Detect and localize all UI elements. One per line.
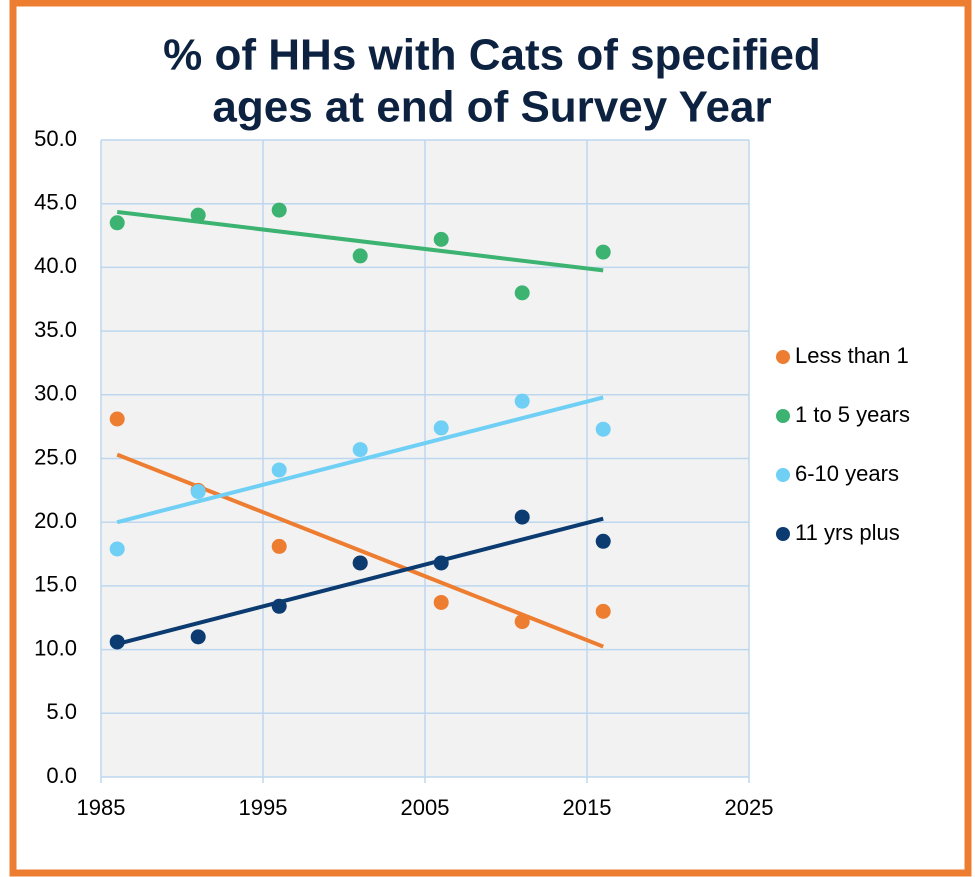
data-point xyxy=(595,533,611,549)
y-tick-label: 35.0 xyxy=(34,317,77,342)
data-point xyxy=(190,207,206,223)
data-point xyxy=(109,411,125,427)
y-tick-label: 50.0 xyxy=(34,126,77,151)
y-tick-label: 30.0 xyxy=(34,381,77,406)
legend-marker xyxy=(776,350,790,364)
y-tick-label: 40.0 xyxy=(34,253,77,278)
data-point xyxy=(433,231,449,247)
frame xyxy=(9,0,972,877)
legend-label: 11 yrs plus xyxy=(795,520,900,545)
data-point xyxy=(595,421,611,437)
legend-marker xyxy=(776,409,790,423)
data-point xyxy=(109,634,125,650)
legend-marker xyxy=(776,527,790,541)
trend-line xyxy=(116,516,604,646)
legend-label: Less than 1 xyxy=(795,343,909,368)
y-tick-label: 10.0 xyxy=(34,635,77,660)
data-point xyxy=(514,614,530,630)
x-tick-label: 1985 xyxy=(77,795,126,820)
chart-title: ages at end of Survey Year xyxy=(212,83,771,132)
data-point xyxy=(433,420,449,436)
trend-line xyxy=(116,395,604,525)
y-tick-label: 20.0 xyxy=(34,508,77,533)
data-point xyxy=(271,538,287,554)
legend-marker xyxy=(776,468,790,482)
data-point xyxy=(271,462,287,478)
x-tick-label: 1995 xyxy=(239,795,288,820)
data-point xyxy=(190,629,206,645)
y-tick-label: 5.0 xyxy=(46,699,77,724)
data-point xyxy=(352,248,368,264)
legend-label: 6-10 years xyxy=(795,461,899,486)
data-point xyxy=(514,393,530,409)
data-point xyxy=(352,555,368,571)
y-tick-label: 45.0 xyxy=(34,190,77,215)
data-point xyxy=(352,442,368,458)
y-tick-label: 15.0 xyxy=(34,572,77,597)
y-tick-label: 25.0 xyxy=(34,444,77,469)
data-point xyxy=(433,594,449,610)
data-point xyxy=(271,598,287,614)
x-tick-label: 2015 xyxy=(563,795,612,820)
data-point xyxy=(109,215,125,231)
data-point xyxy=(595,244,611,260)
y-tick-label: 0.0 xyxy=(46,763,77,788)
data-point xyxy=(190,484,206,500)
legend-label: 1 to 5 years xyxy=(795,402,910,427)
x-tick-label: 2025 xyxy=(725,795,774,820)
data-point xyxy=(514,285,530,301)
data-point xyxy=(271,202,287,218)
data-point xyxy=(595,603,611,619)
x-tick-label: 2005 xyxy=(401,795,450,820)
data-point xyxy=(109,541,125,557)
chart-title: % of HHs with Cats of specified xyxy=(163,31,821,80)
data-point xyxy=(514,509,530,525)
data-point xyxy=(433,555,449,571)
